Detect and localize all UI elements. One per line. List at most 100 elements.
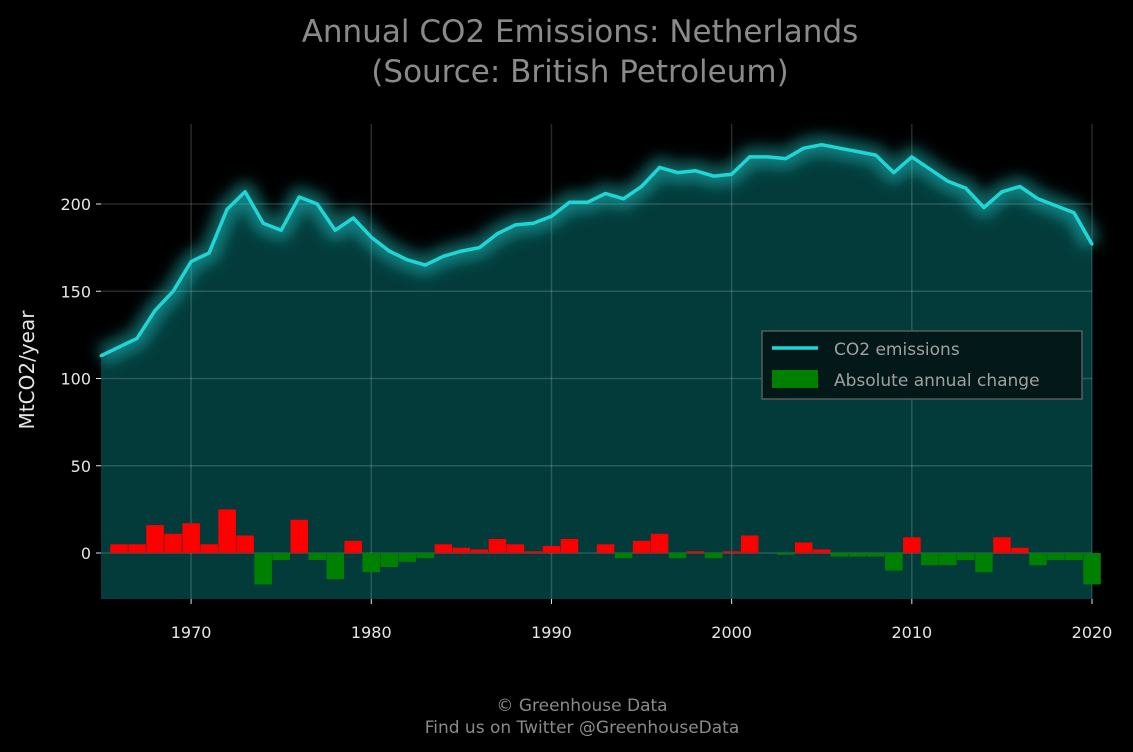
emissions-line — [100, 142, 1094, 358]
emissions-point-2003 — [784, 157, 788, 161]
emissions-point-1990 — [550, 214, 553, 218]
change-bar-2005 — [813, 549, 831, 553]
emissions-point-2006 — [838, 146, 842, 150]
emissions-point-1987 — [495, 232, 499, 236]
change-bar-1974 — [254, 553, 272, 585]
x-tick-label-1970: 1970 — [171, 623, 212, 642]
change-bar-1999 — [704, 553, 723, 559]
emissions-point-1978 — [333, 228, 337, 232]
emissions-point-2016 — [1018, 185, 1022, 188]
emissions-point-1984 — [441, 254, 445, 258]
legend-bar-swatch — [772, 370, 818, 388]
emissions-point-2017 — [1036, 197, 1040, 201]
emissions-point-2001 — [748, 155, 752, 159]
emissions-point-1992 — [586, 200, 589, 204]
change-bar-1998 — [686, 551, 705, 553]
change-bar-1996 — [650, 533, 669, 553]
emissions-point-1988 — [513, 223, 517, 227]
change-bar-1967 — [128, 544, 146, 553]
emissions-point-1998 — [694, 169, 698, 173]
y-tick-label-200: 200 — [60, 195, 91, 214]
emissions-point-2015 — [1000, 190, 1004, 194]
x-tick-label-2010: 2010 — [891, 623, 932, 642]
emissions-point-1981 — [387, 249, 391, 253]
emissions-point-2011 — [928, 167, 932, 171]
emissions-point-1977 — [315, 202, 319, 206]
change-bar-2008 — [867, 553, 885, 557]
y-tick-label-50: 50 — [71, 457, 91, 476]
emissions-point-2014 — [982, 206, 986, 209]
emissions-point-2018 — [1054, 204, 1058, 208]
x-tick-label-1980: 1980 — [351, 623, 392, 642]
change-bar-1978 — [326, 553, 344, 580]
emissions-point-1994 — [622, 197, 625, 201]
change-bar-2003 — [777, 553, 795, 555]
change-bar-1976 — [290, 519, 308, 553]
x-tick-label-2020: 2020 — [1072, 623, 1113, 642]
emissions-point-1968 — [153, 308, 157, 312]
change-bar-1993 — [596, 544, 615, 553]
emissions-point-1991 — [568, 200, 571, 204]
emissions-point-1972 — [225, 207, 229, 211]
change-bar-2012 — [939, 553, 957, 566]
emissions-point-1971 — [207, 251, 211, 255]
change-bar-2006 — [831, 553, 849, 557]
change-bar-2009 — [885, 553, 903, 571]
emissions-point-1965 — [99, 354, 103, 358]
change-bar-1979 — [344, 540, 362, 553]
emissions-point-1996 — [658, 165, 662, 169]
emissions-point-2010 — [910, 155, 914, 159]
footer-copyright: © Greenhouse Data — [496, 696, 667, 716]
emissions-point-1973 — [243, 190, 247, 194]
change-bar-1980 — [362, 553, 380, 573]
emissions-point-1975 — [279, 228, 283, 232]
emissions-point-1969 — [171, 289, 175, 293]
emissions-point-1980 — [369, 235, 373, 239]
change-bar-1973 — [236, 535, 254, 553]
change-bar-1983 — [416, 553, 435, 559]
change-bar-2017 — [1029, 553, 1047, 566]
emissions-point-1997 — [676, 171, 680, 175]
change-bar-1988 — [506, 544, 525, 553]
chart-title: Annual CO2 Emissions: Netherlands — [302, 14, 859, 50]
x-tick-label-2000: 2000 — [711, 623, 752, 642]
emissions-point-2007 — [856, 150, 860, 154]
y-tick-label-100: 100 — [60, 370, 91, 389]
change-bar-1966 — [110, 544, 128, 553]
change-bar-2016 — [1011, 547, 1029, 553]
emissions-point-2004 — [802, 146, 806, 150]
change-bar-1990 — [542, 546, 561, 553]
change-bar-1987 — [488, 539, 507, 553]
emissions-point-2019 — [1072, 211, 1076, 215]
change-bar-2019 — [1065, 553, 1083, 560]
chart-subtitle: (Source: British Petroleum) — [371, 54, 788, 90]
emissions-point-1993 — [604, 192, 607, 195]
emissions-point-2005 — [820, 143, 824, 147]
change-bar-2004 — [795, 542, 813, 553]
emissions-point-2009 — [892, 171, 896, 175]
emissions-point-1982 — [405, 258, 409, 262]
change-bar-1989 — [524, 551, 543, 553]
change-bar-2020 — [1083, 553, 1101, 585]
change-bar-1995 — [632, 540, 651, 553]
emissions-point-1989 — [531, 221, 535, 225]
change-bar-1968 — [146, 525, 164, 553]
change-bar-1985 — [452, 547, 471, 553]
change-bar-2013 — [957, 553, 975, 560]
legend-label-change: Absolute annual change — [834, 371, 1040, 391]
change-bar-2015 — [993, 537, 1011, 553]
emissions-point-1986 — [477, 246, 481, 250]
change-bar-2011 — [921, 553, 939, 566]
emissions-point-1979 — [351, 216, 355, 220]
change-bar-1982 — [398, 553, 417, 562]
legend: CO2 emissions Absolute annual change — [761, 330, 1083, 400]
change-bar-2018 — [1047, 553, 1065, 560]
change-bar-1981 — [380, 553, 399, 567]
emissions-point-2008 — [874, 153, 878, 157]
change-bar-1977 — [308, 553, 326, 560]
change-bar-1994 — [614, 553, 633, 559]
emissions-point-1983 — [423, 263, 427, 267]
change-bar-1997 — [668, 553, 687, 559]
y-axis-label: MtCO2/year — [15, 310, 39, 430]
